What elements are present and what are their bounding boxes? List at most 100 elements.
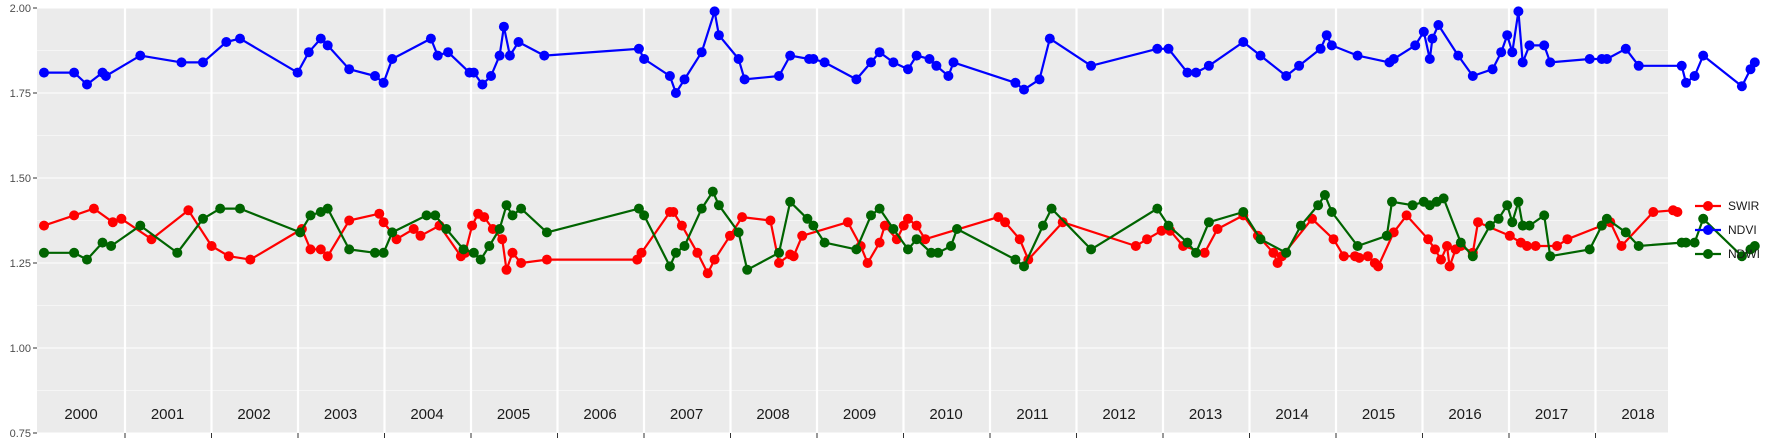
- data-point: [808, 220, 819, 231]
- data-point: [774, 71, 784, 81]
- data-point: [378, 247, 389, 258]
- data-point: [636, 247, 647, 258]
- data-point: [507, 210, 518, 221]
- data-point: [441, 224, 452, 234]
- data-point: [477, 79, 488, 90]
- data-point: [1326, 40, 1337, 51]
- data-point: [408, 224, 419, 234]
- data-point: [1736, 81, 1747, 92]
- data-point: [425, 33, 436, 44]
- data-point: [742, 264, 753, 275]
- data-point: [1436, 254, 1446, 265]
- data-point: [322, 203, 333, 214]
- data-point: [541, 227, 552, 238]
- data-point: [1388, 54, 1399, 64]
- data-point: [1633, 241, 1644, 251]
- data-point: [670, 88, 681, 98]
- data-point: [1485, 220, 1495, 231]
- data-point: [1199, 247, 1210, 258]
- data-point: [1689, 71, 1700, 81]
- data-point: [1182, 67, 1193, 78]
- data-point: [107, 217, 118, 228]
- data-point: [1698, 213, 1709, 224]
- y-tick-label: 2.00: [10, 3, 31, 15]
- data-point: [788, 251, 799, 262]
- data-point: [1584, 54, 1595, 64]
- data-point: [1513, 196, 1524, 207]
- year-label: 2016: [1448, 406, 1481, 423]
- data-point: [135, 50, 146, 61]
- data-point: [993, 212, 1004, 223]
- data-point: [1019, 261, 1029, 272]
- data-point: [1507, 217, 1518, 228]
- data-point: [911, 220, 922, 231]
- data-point: [172, 247, 183, 258]
- data-point: [866, 210, 876, 221]
- data-point: [1163, 220, 1174, 231]
- legend-label: NDWI: [1728, 247, 1760, 261]
- data-point: [1410, 40, 1421, 51]
- data-point: [725, 230, 735, 241]
- data-point: [1601, 54, 1612, 64]
- data-point: [1681, 237, 1691, 248]
- data-point: [1319, 190, 1330, 200]
- data-point: [1562, 234, 1573, 245]
- data-point: [633, 43, 644, 54]
- data-point: [468, 247, 479, 258]
- data-point: [1014, 234, 1025, 245]
- data-point: [931, 60, 942, 71]
- data-point: [1295, 220, 1306, 231]
- data-point: [633, 203, 644, 214]
- data-point: [69, 210, 80, 221]
- data-point: [874, 47, 885, 58]
- data-point: [774, 247, 784, 258]
- data-point: [802, 213, 813, 224]
- data-point: [516, 258, 527, 268]
- year-label: 2004: [410, 406, 443, 423]
- data-point: [501, 264, 512, 275]
- data-point: [920, 234, 931, 245]
- data-point: [664, 71, 675, 81]
- data-point: [1163, 43, 1174, 54]
- data-point: [1648, 207, 1659, 217]
- year-label: 2008: [756, 406, 789, 423]
- data-point: [1749, 57, 1760, 68]
- data-point: [1152, 43, 1163, 54]
- data-point: [539, 50, 550, 61]
- data-point: [1676, 60, 1687, 71]
- data-point: [1620, 227, 1631, 238]
- series-swir: [39, 203, 1683, 279]
- year-label: 2001: [151, 406, 184, 423]
- data-point: [639, 210, 650, 221]
- data-point: [1130, 241, 1141, 251]
- data-point: [235, 33, 245, 44]
- data-point: [215, 203, 226, 214]
- legend-key-point: [1703, 225, 1713, 235]
- data-point: [467, 220, 478, 231]
- data-point: [733, 227, 744, 238]
- data-point: [1255, 234, 1266, 245]
- series-ndwi: [39, 186, 1760, 275]
- data-point: [322, 251, 333, 262]
- data-point: [513, 37, 524, 47]
- data-point: [664, 261, 675, 272]
- data-point: [888, 224, 899, 234]
- data-point: [387, 54, 398, 64]
- data-point: [911, 234, 922, 245]
- year-label: 2000: [64, 406, 97, 423]
- data-point: [1502, 200, 1513, 211]
- data-point: [1633, 60, 1644, 71]
- data-point: [374, 208, 385, 219]
- x-axis: [124, 433, 1596, 438]
- year-label: 2007: [670, 406, 703, 423]
- data-point: [100, 71, 111, 81]
- data-point: [1681, 77, 1691, 88]
- data-point: [1545, 251, 1556, 262]
- data-point: [702, 268, 713, 279]
- data-point: [1596, 220, 1607, 231]
- y-tick-label: 1.75: [10, 88, 31, 100]
- data-point: [851, 74, 862, 85]
- data-point: [676, 220, 687, 231]
- data-point: [797, 230, 808, 241]
